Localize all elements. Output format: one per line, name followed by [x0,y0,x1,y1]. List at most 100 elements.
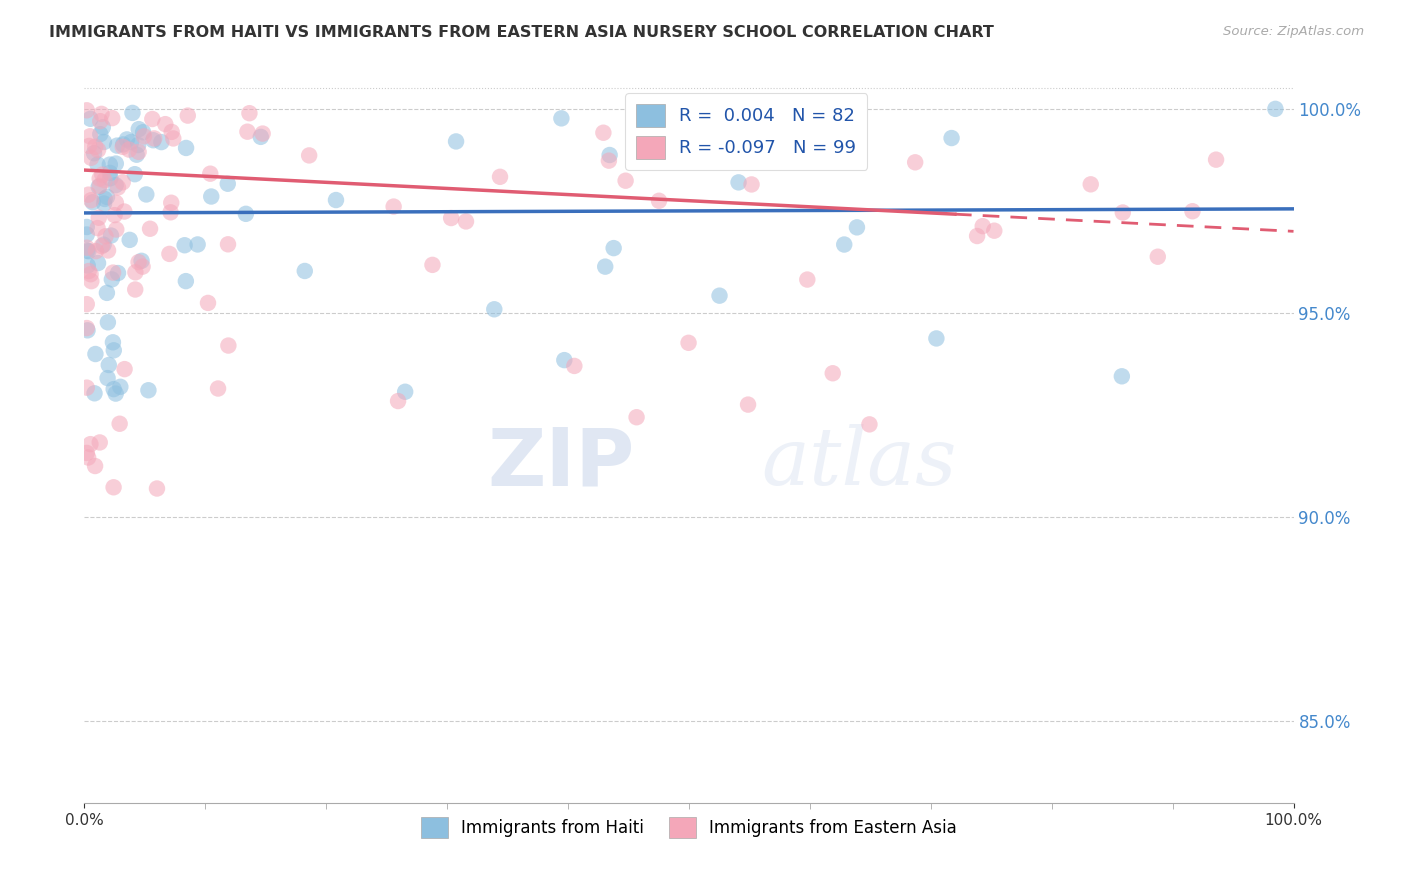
Point [832,237,855,252]
Point [93,196,115,211]
Point [821,366,844,380]
Point [96,285,118,300]
Point [84,458,107,473]
Text: IMMIGRANTS FROM HAITI VS IMMIGRANTS FROM EASTERN ASIA NURSERY SCHOOL CORRELATION: IMMIGRANTS FROM HAITI VS IMMIGRANTS FROM… [49,25,994,40]
Point [93,173,115,187]
Legend: Immigrants from Haiti, Immigrants from Eastern Asia: Immigrants from Haiti, Immigrants from E… [415,810,963,845]
Point [105,138,128,153]
Point [200,167,222,181]
Point [89,127,111,141]
Point [817,117,839,131]
Point [103,382,125,396]
Point [77,264,100,278]
Point [103,343,125,358]
Point [87,256,110,270]
Point [157,247,180,261]
Point [93,192,115,206]
Point [124,265,146,279]
Point [925,331,948,345]
Point [983,224,1005,238]
Point [489,169,512,184]
Point [97,244,120,258]
Point [86,221,108,235]
Point [614,174,637,188]
Point [84,347,107,361]
Point [678,335,700,350]
Point [252,127,274,141]
Point [76,259,98,273]
Point [217,177,239,191]
Point [132,129,155,144]
Point [187,237,209,252]
Point [79,267,101,281]
Point [90,239,112,253]
Point [105,222,128,236]
Point [737,398,759,412]
Point [197,296,219,310]
Point [131,253,153,268]
Point [1111,369,1133,384]
Point [177,109,200,123]
Point [76,219,98,234]
Point [89,171,111,186]
Point [118,143,141,157]
Point [124,283,146,297]
Point [84,244,107,259]
Point [972,219,994,234]
Point [89,114,111,128]
Point [550,112,572,126]
Point [93,135,115,149]
Point [484,302,506,317]
Point [593,260,616,274]
Point [845,220,868,235]
Point [444,135,467,149]
Point [98,166,121,180]
Point [83,386,105,401]
Point [966,229,988,244]
Point [125,147,148,161]
Point [76,446,98,460]
Point [796,272,818,286]
Point [709,288,731,302]
Point [1181,204,1204,219]
Point [76,103,98,118]
Point [87,143,110,157]
Point [90,107,112,121]
Point [104,195,127,210]
Point [602,241,624,255]
Point [97,371,120,385]
Point [76,297,98,311]
Point [107,266,129,280]
Point [382,200,405,214]
Point [599,148,621,162]
Point [626,410,648,425]
Point [394,384,416,399]
Point [76,244,98,258]
Point [652,139,675,153]
Point [162,131,184,145]
Point [128,122,150,136]
Point [89,178,111,193]
Point [80,151,103,165]
Point [77,187,100,202]
Point [823,122,845,136]
Point [160,195,183,210]
Point [387,394,409,409]
Point [200,189,222,203]
Point [89,435,111,450]
Point [96,190,118,204]
Point [114,362,136,376]
Point [101,272,124,286]
Point [173,238,195,252]
Point [128,255,150,269]
Point [107,180,129,194]
Point [174,141,197,155]
Point [120,135,142,149]
Point [298,148,321,162]
Point [440,211,463,225]
Point [115,132,138,146]
Point [93,237,115,252]
Point [553,353,575,368]
Point [112,204,135,219]
Point [111,140,134,154]
